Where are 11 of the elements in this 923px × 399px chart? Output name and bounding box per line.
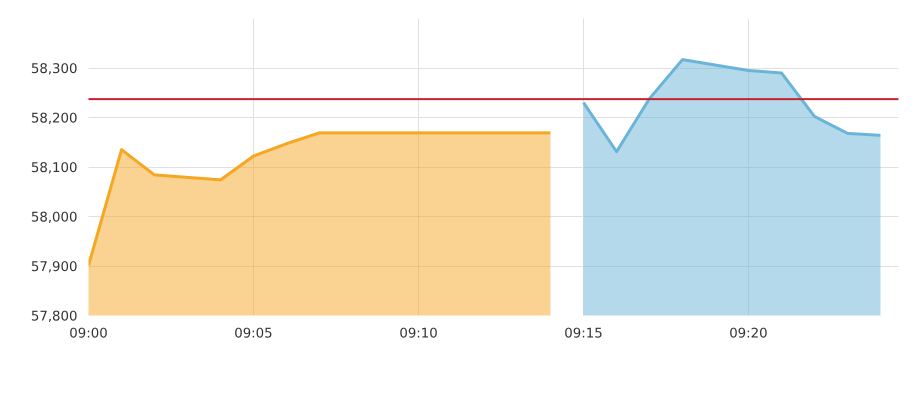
x-tick-label: 09:15 — [564, 326, 603, 342]
x-tick-label: 09:20 — [729, 326, 768, 342]
y-tick-label: 58,100 — [30, 161, 78, 176]
y-tick-label: 57,800 — [30, 310, 78, 324]
x-tick-label: 09:05 — [234, 326, 273, 342]
y-tick-label: 58,300 — [30, 62, 78, 77]
y-tick-label: 57,900 — [30, 260, 78, 275]
x-tick-label: 09:10 — [399, 326, 438, 342]
y-tick-label: 58,200 — [30, 112, 78, 126]
y-tick-label: 58,000 — [30, 210, 78, 226]
x-tick-label: 09:00 — [69, 326, 108, 342]
